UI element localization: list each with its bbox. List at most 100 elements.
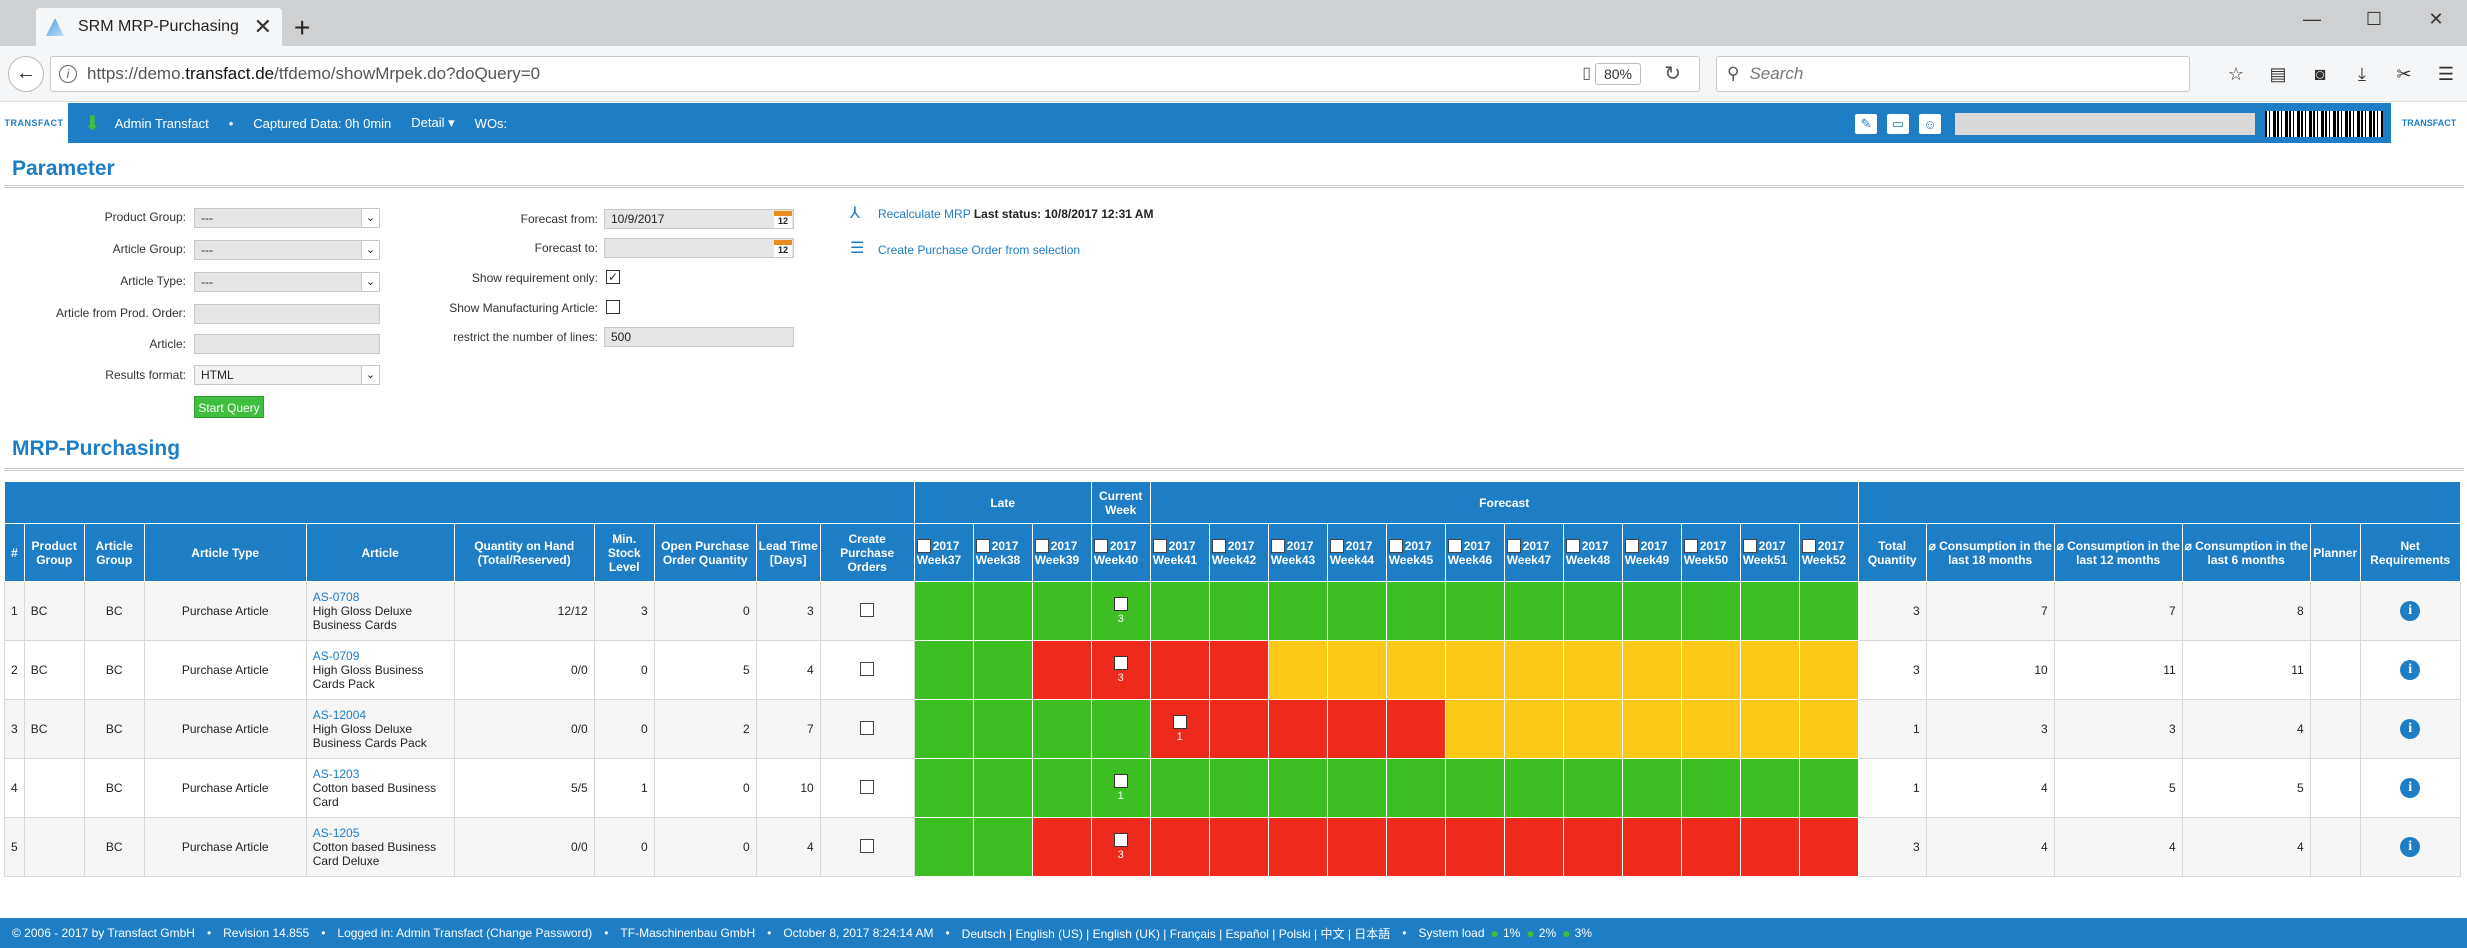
footer-logged-in[interactable]: Logged in: Admin Transfact (Change Passw… bbox=[337, 926, 593, 940]
show-manufacturing-checkbox[interactable] bbox=[606, 300, 620, 314]
week-cell-48 bbox=[1562, 758, 1623, 818]
recalculate-link[interactable]: Recalculate MRP bbox=[878, 207, 971, 221]
results-format-select[interactable]: HTML ⌄ bbox=[194, 365, 380, 385]
create-po-checkbox[interactable] bbox=[860, 661, 875, 676]
article-link[interactable]: AS-0708 bbox=[312, 590, 360, 604]
order-week-checkbox[interactable] bbox=[1113, 833, 1128, 847]
week-cell-49 bbox=[1621, 817, 1682, 877]
search-input[interactable]: ⚲ Search bbox=[1716, 56, 2190, 92]
reload-icon[interactable]: ↻ bbox=[1664, 63, 1681, 85]
week-select-checkbox[interactable] bbox=[1683, 538, 1698, 553]
footer: © 2006 - 2017 by Transfact GmbH • Revisio… bbox=[0, 918, 2467, 948]
product-group-select[interactable]: --- ⌄ bbox=[194, 208, 380, 228]
week-select-checkbox[interactable] bbox=[1093, 538, 1108, 553]
create-po-link[interactable]: Create Purchase Order from selection bbox=[878, 243, 1081, 257]
restrict-lines-input[interactable]: 500 bbox=[604, 327, 794, 347]
purchase-order-icon[interactable]: ☰ bbox=[850, 240, 865, 257]
order-week-checkbox[interactable] bbox=[1113, 597, 1128, 611]
week-select-checkbox[interactable] bbox=[1624, 538, 1639, 553]
close-tab-icon[interactable]: ✕ bbox=[253, 14, 272, 39]
menu-icon[interactable]: ☰ bbox=[2437, 63, 2455, 84]
article-link[interactable]: AS-12004 bbox=[312, 708, 367, 722]
week-cell-41 bbox=[1149, 581, 1210, 641]
header-create-po: Create Purchase Orders bbox=[819, 523, 915, 582]
article-link[interactable]: AS-1205 bbox=[312, 826, 360, 840]
start-query-button[interactable]: Start Query bbox=[194, 396, 264, 418]
info-icon[interactable]: i bbox=[2400, 660, 2421, 680]
week-select-checkbox[interactable] bbox=[1742, 538, 1757, 553]
article-input[interactable] bbox=[194, 334, 380, 354]
create-po-checkbox[interactable] bbox=[860, 602, 875, 617]
info-icon[interactable]: i bbox=[2400, 601, 2421, 621]
week-select-checkbox[interactable] bbox=[1211, 538, 1226, 553]
week-select-checkbox[interactable] bbox=[1565, 538, 1580, 553]
library-icon[interactable]: ▤ bbox=[2269, 63, 2287, 84]
tab-title: SRM MRP-Purchasing bbox=[78, 18, 239, 35]
close-window-icon[interactable]: ✕ bbox=[2428, 8, 2444, 29]
scan-input[interactable] bbox=[1955, 113, 2255, 135]
zoom-level[interactable]: 80% bbox=[1594, 63, 1641, 85]
week-select-checkbox[interactable] bbox=[1447, 538, 1462, 553]
calendar-icon[interactable]: 12 bbox=[774, 240, 792, 257]
order-week-checkbox[interactable] bbox=[1113, 774, 1128, 788]
download-icon[interactable]: ⤓ bbox=[2358, 63, 2366, 84]
create-po-checkbox[interactable] bbox=[860, 838, 875, 853]
week-select-checkbox[interactable] bbox=[916, 538, 931, 553]
footer-languages[interactable]: Deutsch | English (US) | English (UK) | … bbox=[961, 926, 1391, 941]
article-link[interactable]: AS-1203 bbox=[312, 767, 360, 781]
edit-icon[interactable]: ✎ bbox=[1855, 114, 1877, 134]
week-select-checkbox[interactable] bbox=[1270, 538, 1285, 553]
article-type-cell: Purchase Article bbox=[143, 699, 307, 759]
pocket-icon[interactable]: ◙ bbox=[2314, 63, 2326, 84]
info-icon[interactable]: i bbox=[2400, 719, 2421, 739]
create-po-checkbox[interactable] bbox=[860, 779, 875, 794]
week-select-checkbox[interactable] bbox=[1329, 538, 1344, 553]
order-week-checkbox[interactable] bbox=[1172, 715, 1187, 729]
download-arrow-icon[interactable]: ⬇ bbox=[84, 112, 101, 135]
header-detail-menu[interactable]: Detail ▾ bbox=[411, 115, 455, 130]
transfact-logo[interactable]: TRANSFACT bbox=[0, 103, 68, 143]
article-group-select[interactable]: --- ⌄ bbox=[194, 240, 380, 260]
create-po-checkbox[interactable] bbox=[860, 720, 875, 735]
info-icon[interactable]: i bbox=[2400, 837, 2421, 857]
forecast-to-input[interactable]: 12 bbox=[604, 238, 794, 258]
id-card-icon[interactable]: ▭ bbox=[1887, 114, 1909, 134]
week-select-checkbox[interactable] bbox=[1506, 538, 1521, 553]
order-week-checkbox[interactable] bbox=[1113, 656, 1128, 670]
maximize-icon[interactable]: ☐ bbox=[2365, 8, 2383, 29]
week-select-checkbox[interactable] bbox=[1034, 538, 1049, 553]
week-select-checkbox[interactable] bbox=[975, 538, 990, 553]
cons6-cell: 5 bbox=[2181, 758, 2311, 818]
header-product-group: Product Group bbox=[23, 523, 85, 582]
header-net-req: Net Requirements bbox=[2359, 523, 2461, 582]
week-select-checkbox[interactable] bbox=[1801, 538, 1816, 553]
week-select-checkbox[interactable] bbox=[1388, 538, 1403, 553]
browser-tab[interactable]: SRM MRP-Purchasing ✕ bbox=[36, 8, 282, 46]
bookmark-star-icon[interactable]: ☆ bbox=[2227, 63, 2245, 84]
current-week-qty: 3 bbox=[1117, 672, 1124, 684]
barcode-icon[interactable] bbox=[2265, 111, 2383, 137]
week-select-checkbox[interactable] bbox=[1152, 538, 1167, 553]
article-type-select[interactable]: --- ⌄ bbox=[194, 272, 380, 292]
article-prod-order-input[interactable] bbox=[194, 304, 380, 324]
header-user[interactable]: Admin Transfact bbox=[114, 115, 209, 131]
info-icon[interactable]: i bbox=[2400, 778, 2421, 798]
screenshot-icon[interactable]: ✂ bbox=[2396, 63, 2412, 84]
calendar-icon[interactable]: 12 bbox=[774, 211, 792, 228]
new-tab-icon[interactable]: + bbox=[294, 12, 311, 43]
forecast-from-input[interactable]: 10/9/2017 12 bbox=[604, 209, 794, 229]
week-year: 2017 bbox=[1758, 538, 1786, 553]
show-requirement-checkbox[interactable]: ✓ bbox=[606, 270, 620, 284]
url-bar[interactable]: i https://demo. transfact.de/tfdemo/showM… bbox=[50, 56, 1700, 92]
week-cell-41 bbox=[1149, 640, 1210, 700]
reader-view-icon[interactable]: ▯ bbox=[1582, 65, 1591, 82]
article-link[interactable]: AS-0709 bbox=[312, 649, 360, 663]
recalculate-icon[interactable]: ⅄ bbox=[850, 205, 860, 222]
article-type-cell: Purchase Article bbox=[143, 640, 307, 700]
minimize-icon[interactable]: — bbox=[2303, 8, 2321, 29]
site-info-icon[interactable]: i bbox=[59, 65, 77, 83]
back-icon[interactable]: ← bbox=[8, 55, 44, 92]
week-cell-51 bbox=[1739, 581, 1800, 641]
user-switch-icon[interactable]: ☺ bbox=[1919, 114, 1941, 134]
chevron-down-icon: ⌄ bbox=[361, 241, 379, 259]
